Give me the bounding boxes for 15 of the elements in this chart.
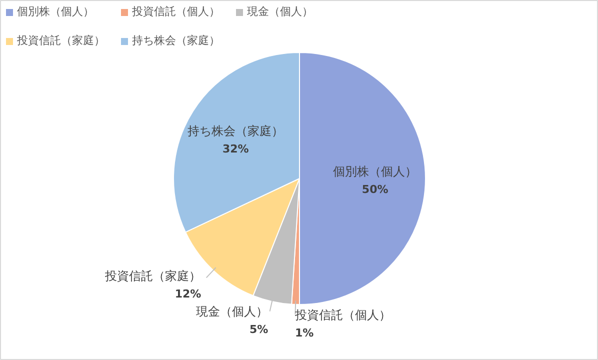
- legend-label: 持ち株会（家庭）: [132, 33, 220, 48]
- data-label: 1%: [294, 326, 314, 340]
- slice-label: 投資信託（個人）: [294, 308, 391, 322]
- data-label: 12%: [174, 288, 202, 301]
- data-label: 50%: [362, 183, 388, 196]
- slice-label: 持ち株会（家庭）: [188, 124, 284, 138]
- slice-label: 現金（個人）: [196, 304, 268, 319]
- slice-label: 投資信託（家庭）: [104, 269, 202, 284]
- legend-label: 個別株（個人）: [17, 4, 94, 19]
- legend-label: 投資信託（家庭）: [17, 33, 105, 48]
- legend-label: 投資信託（個人）: [132, 4, 220, 19]
- data-label: 5%: [249, 323, 268, 336]
- legend-label: 現金（個人）: [247, 4, 313, 19]
- data-label: 32%: [222, 142, 249, 156]
- slice-label: 個別株（個人）: [333, 164, 418, 178]
